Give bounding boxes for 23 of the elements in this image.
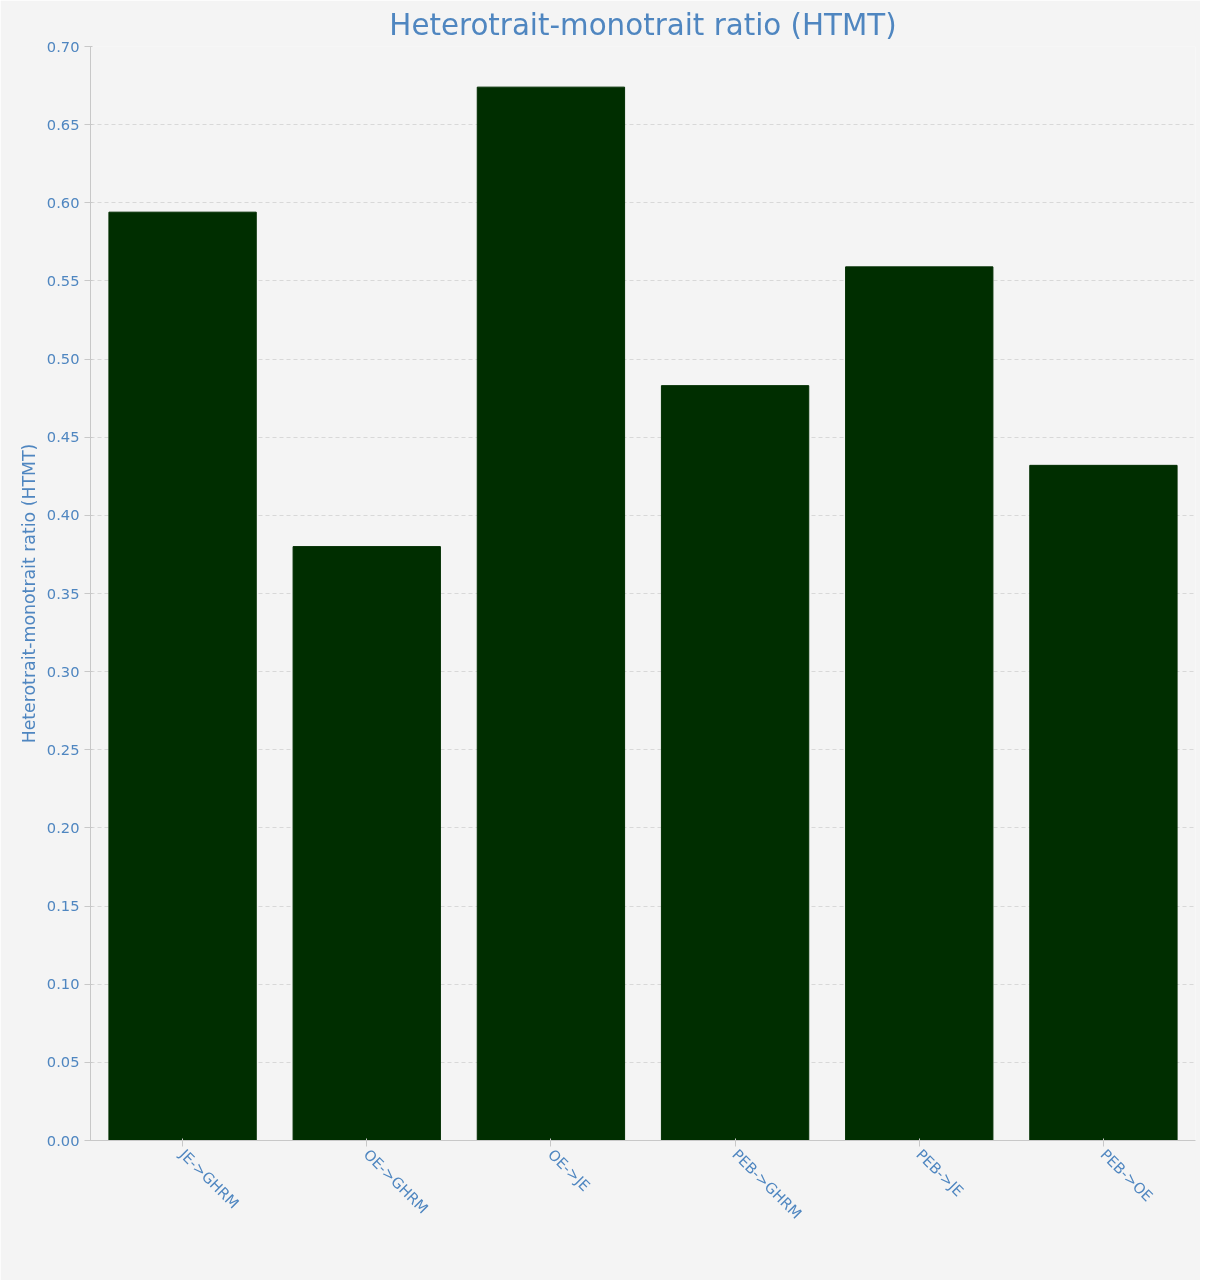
chart-title: Heterotrait-monotrait ratio (HTMT)	[389, 7, 897, 42]
bar	[292, 546, 441, 1141]
y-tick-label: 0.35	[46, 584, 80, 602]
y-tick-label: 0.50	[46, 350, 80, 368]
y-tick-label: 0.40	[46, 506, 80, 524]
bar	[660, 385, 810, 1141]
y-tick-label: 0.55	[46, 271, 80, 289]
y-tick-label: 0.65	[46, 115, 80, 133]
bar	[845, 266, 994, 1141]
y-tick-label: 0.05	[46, 1053, 80, 1071]
y-tick-label: 0.30	[46, 662, 80, 680]
bar	[476, 86, 626, 1141]
y-tick-label: 0.00	[46, 1131, 80, 1149]
y-tick-label: 0.10	[46, 975, 80, 993]
y-tick-label: 0.15	[46, 897, 80, 915]
y-tick-label: 0.60	[46, 193, 80, 211]
bar	[108, 211, 257, 1141]
y-axis-title: Heterotrait-monotrait ratio (HTMT)	[18, 443, 39, 744]
bar	[1029, 464, 1178, 1141]
y-tick-label: 0.20	[46, 818, 80, 836]
y-tick-label: 0.25	[46, 740, 80, 758]
y-tick-label: 0.70	[46, 37, 80, 55]
y-tick-label: 0.45	[46, 428, 80, 446]
